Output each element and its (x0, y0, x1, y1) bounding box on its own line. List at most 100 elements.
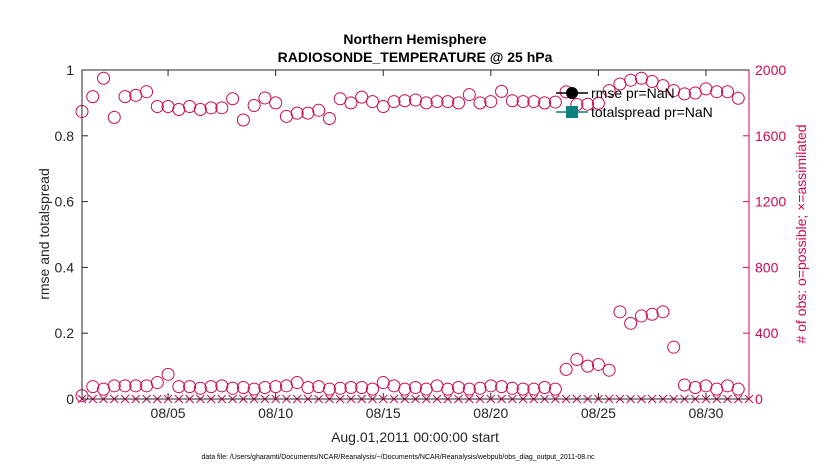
legend-rmse-label: rmse pr=NaN (591, 85, 675, 101)
obs-possible-point (183, 380, 197, 394)
obs-possible-point (645, 307, 659, 321)
obs-possible-point (731, 91, 745, 105)
obs-possible-point (312, 103, 326, 117)
obs-possible-point (344, 380, 358, 394)
obs-possible-point (602, 363, 616, 377)
obs-possible-point (548, 382, 562, 396)
obs-possible-point (516, 382, 530, 396)
obs-possible-point (710, 85, 724, 99)
obs-possible-point (107, 379, 121, 393)
obs-possible-point (236, 380, 250, 394)
y-right-tick-label: 0 (755, 391, 763, 407)
obs-possible-point (441, 382, 455, 396)
obs-possible-point (150, 376, 164, 390)
obs-possible-point (355, 90, 369, 104)
y-right-tick-label: 1600 (755, 128, 786, 144)
tick-labels: 08/05 08/10 08/15 08/20 08/25 08/30 0 0.2 0.4 0.6… (55, 62, 787, 421)
obs-possible-point (634, 309, 648, 323)
y-right-tick-label: 2000 (755, 62, 786, 78)
obs-possible-point (624, 73, 638, 87)
legend: rmse pr=NaN totalspread pr=NaN (556, 85, 713, 120)
obs-possible-point (462, 382, 476, 396)
obs-possible-point (312, 380, 326, 394)
obs-possible-point (624, 316, 638, 330)
obs-possible-point (86, 90, 100, 104)
obs-possible-point (731, 382, 745, 396)
x-tick-label: 08/15 (366, 405, 401, 421)
obs-possible-point (613, 305, 627, 319)
obs-possible-point (247, 99, 261, 113)
y-right-tick-label: 400 (755, 325, 779, 341)
obs-possible-point (720, 85, 734, 99)
obs-possible-point (559, 362, 573, 376)
obs-possible-point (226, 381, 240, 395)
obs-possible-point (548, 95, 562, 109)
obs-possible-point (495, 380, 509, 394)
obs-possible-point (581, 97, 595, 111)
obs-possible-point (484, 379, 498, 393)
obs-possible-point (409, 380, 422, 394)
y-left-tick-label: 0.8 (55, 128, 75, 144)
x-tick-label: 08/30 (688, 405, 723, 421)
obs-possible-point (107, 110, 121, 124)
obs-possible-point (516, 95, 530, 109)
obs-possible-point (269, 380, 283, 394)
obs-possible-point (430, 95, 444, 109)
obs-possible-point (204, 101, 218, 115)
obs-possible-point (667, 340, 681, 354)
plot-area (82, 70, 749, 399)
x-tick-label: 08/05 (151, 405, 186, 421)
chart-title-line2: RADIOSONDE_TEMPERATURE @ 25 hPa (278, 49, 553, 65)
obs-possible-point (118, 90, 132, 104)
legend-rmse-marker (566, 87, 578, 99)
obs-possible-point (333, 381, 347, 395)
obs-possible-point (269, 96, 283, 110)
y-axis-label-left: rmse and totalspread (36, 168, 52, 300)
x-tick-label: 08/10 (258, 405, 293, 421)
chart-title-line1: Northern Hemisphere (343, 31, 486, 47)
obs-possible-point (301, 380, 315, 394)
obs-possible-point (538, 380, 552, 394)
obs-possible-point (344, 96, 358, 110)
obs-possible-point (161, 367, 175, 381)
obs-possible-point (495, 84, 509, 98)
obs-possible-point (365, 382, 379, 396)
obs-possible-point (193, 102, 207, 116)
obs-possible-point (193, 381, 207, 395)
obs-possible-point (419, 96, 433, 110)
obs-possible-point (656, 305, 670, 319)
footer-data-file: data file: /Users/gharamti/Documents/NCA… (201, 454, 595, 461)
x-tick-label: 08/20 (473, 405, 508, 421)
obs-possible-point (118, 379, 132, 393)
obs-possible-point (398, 382, 412, 396)
obs-possible-point (452, 96, 466, 110)
obs-possible-point (204, 380, 218, 394)
x-tick-label: 08/25 (581, 405, 616, 421)
obs-possible-point (247, 382, 261, 396)
obs-possible-point (258, 91, 272, 105)
obs-possible-point (150, 100, 164, 114)
obs-possible-point (484, 95, 498, 109)
obs-possible-point (473, 381, 487, 395)
y-axis-label-right: # of obs: o=possible; ×=assimilated (793, 124, 809, 343)
y-left-tick-label: 0.6 (55, 194, 75, 210)
y-left-tick-label: 0 (66, 391, 74, 407)
obs-possible-point (376, 100, 390, 114)
obs-possible-point (129, 379, 143, 393)
x-axis-label: Aug.01,2011 00:00:00 start (331, 429, 499, 445)
obs-possible-point (505, 94, 519, 108)
obs-possible-point (538, 96, 552, 110)
obs-possible-point (236, 113, 250, 127)
obs-possible-point (97, 71, 111, 85)
obs-possible-point (688, 380, 702, 394)
obs-possible-point (452, 380, 466, 394)
obs-possible-point (365, 95, 379, 109)
obs-possible-point (322, 382, 336, 396)
obs-possible-point (527, 382, 541, 396)
obs-possible-point (462, 88, 476, 102)
y-left-tick-label: 1 (66, 62, 74, 78)
obs-possible-point (226, 92, 240, 106)
obs-possible-point (172, 380, 186, 394)
obs-possible-point (398, 94, 412, 108)
obs-possible-point (505, 381, 519, 395)
